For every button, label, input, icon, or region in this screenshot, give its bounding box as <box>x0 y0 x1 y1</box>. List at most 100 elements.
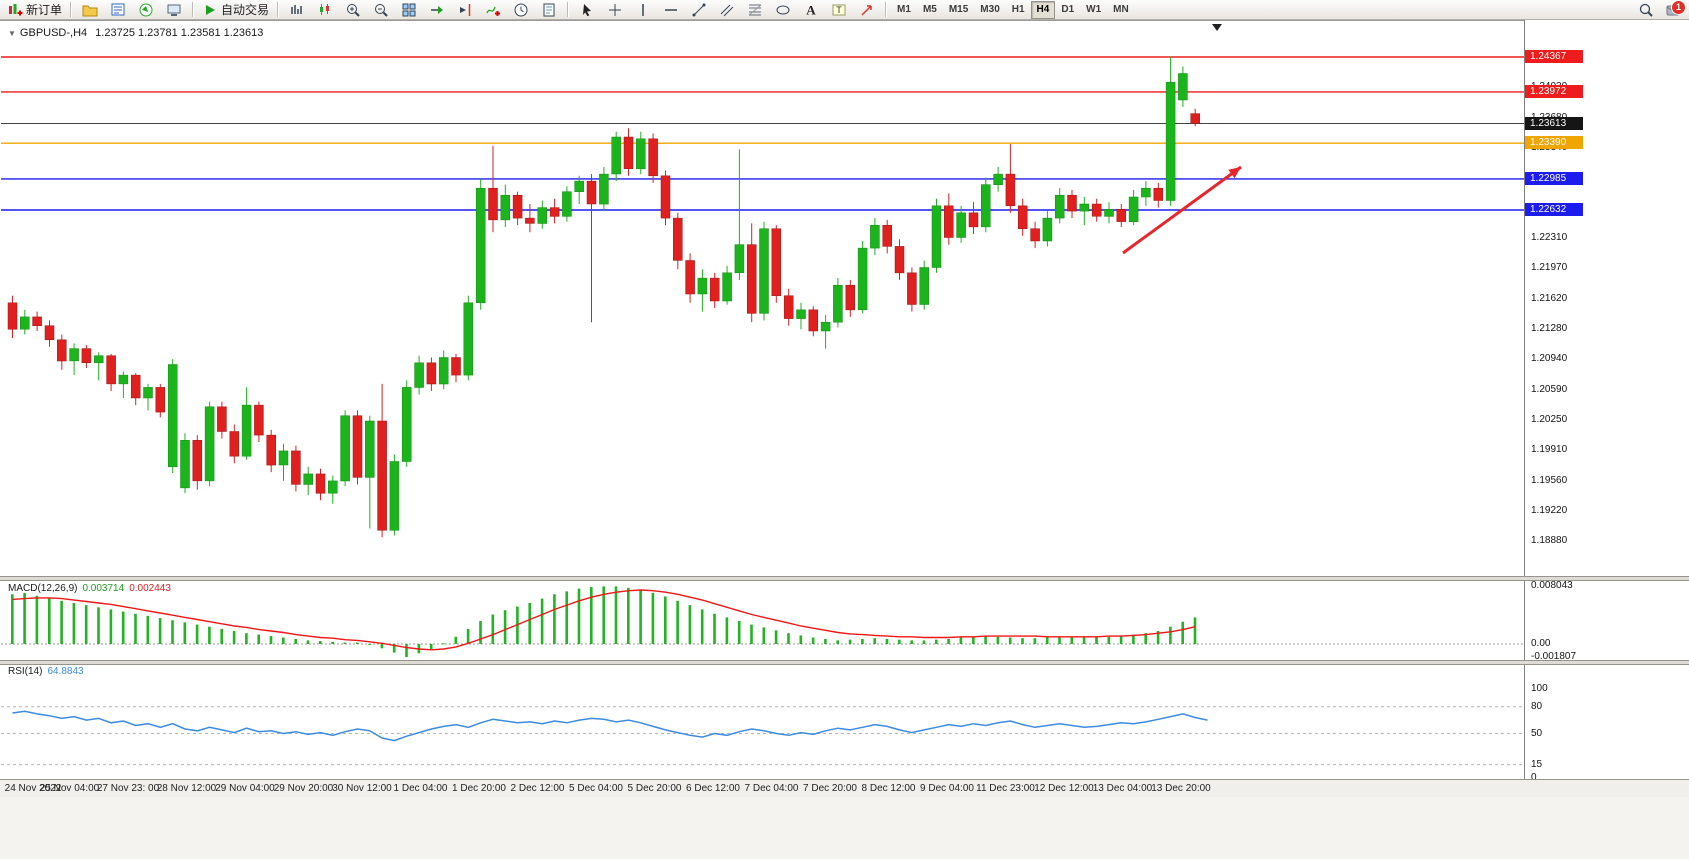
shapes-button[interactable] <box>769 0 797 20</box>
time-axis[interactable]: 24 Nov 2022 25 Nov 04:00 27 Nov 23: 00 28 N… <box>0 779 1689 797</box>
auto-scroll-button[interactable] <box>423 0 451 20</box>
terminal-button[interactable] <box>160 0 188 20</box>
candle-body <box>611 136 621 175</box>
autotrading-icon <box>206 4 216 15</box>
macd-histogram-bar <box>331 641 334 644</box>
horizontal-line-button[interactable] <box>657 0 685 20</box>
candle-body <box>685 260 695 295</box>
search-icon <box>1639 3 1653 17</box>
macd-histogram-bar <box>553 594 556 644</box>
autotrading-button[interactable]: 自动交易 <box>198 0 273 20</box>
timeframe-MN[interactable]: MN <box>1113 3 1129 15</box>
macd-histogram-bar <box>109 609 113 644</box>
candle-body <box>426 362 437 385</box>
add-indicator-button[interactable] <box>479 0 507 20</box>
navigator-button[interactable] <box>132 0 160 20</box>
new-order-button[interactable]: 新订单 <box>3 0 66 20</box>
price-scale[interactable]: 1.240301.236801.233401.229901.226501.223… <box>1524 20 1689 797</box>
candle-body <box>1079 203 1090 212</box>
text-label-button[interactable]: T <box>825 0 853 20</box>
macd-histogram-bar <box>454 636 458 644</box>
periods-button[interactable] <box>507 0 535 20</box>
timeframe-M1[interactable]: M1 <box>897 3 911 15</box>
macd-histogram-bar <box>134 613 137 644</box>
price-tick: 1.21620 <box>1531 293 1568 305</box>
trend-arrow[interactable] <box>1122 165 1242 255</box>
zoom-out-icon <box>375 3 388 17</box>
timeframe-H1[interactable]: H1 <box>1011 3 1025 15</box>
zoom-in-button[interactable] <box>339 0 367 20</box>
candle-body <box>882 224 892 247</box>
timeframe-W1[interactable]: W1 <box>1086 3 1102 15</box>
time-label: 6 Dec 12:00 <box>686 783 740 794</box>
timeframe-D1[interactable]: D1 <box>1061 3 1075 15</box>
toolbar: 新订单 自动交易 A T M1 M5 M15 M30 H1 H4 D1 W1 MN 1 <box>0 0 1689 20</box>
bar-chart-button[interactable] <box>283 0 311 20</box>
macd-histogram-bar <box>922 640 926 644</box>
macd-histogram-bar <box>245 633 248 644</box>
pane-divider[interactable] <box>0 660 1689 665</box>
pane-divider[interactable] <box>0 576 1689 581</box>
fibonacci-button[interactable] <box>741 0 769 20</box>
tile-windows-button[interactable] <box>395 0 423 20</box>
candle-body <box>451 357 461 376</box>
cursor-button[interactable] <box>573 0 601 20</box>
timeframe-H4[interactable]: H4 <box>1030 0 1056 19</box>
macd-histogram-bar <box>1058 636 1061 644</box>
templates-button[interactable] <box>535 0 563 20</box>
chart-shift-button[interactable] <box>451 0 479 20</box>
candlestick-chart-button[interactable] <box>311 0 339 20</box>
candle-body <box>303 473 313 485</box>
macd-histogram-bar <box>195 624 199 644</box>
toolbar-separator <box>192 2 195 17</box>
time-label: 1 Dec 04:00 <box>393 783 448 794</box>
macd-histogram-bar <box>35 595 39 644</box>
timeframe-M15[interactable]: M15 <box>948 3 969 15</box>
profiles-button[interactable] <box>76 0 104 20</box>
macd-histogram-bar <box>1070 636 1074 644</box>
macd-histogram-bar <box>602 586 605 644</box>
toolbar-separator <box>277 2 280 17</box>
macd-histogram-bar <box>590 587 593 644</box>
candle-body <box>537 207 548 224</box>
macd-histogram-bar <box>491 614 495 644</box>
candle-body <box>1054 194 1065 219</box>
candle-body <box>512 194 523 219</box>
periods-icon <box>514 3 528 16</box>
macd-histogram-bar <box>935 639 938 644</box>
zoom-out-button[interactable] <box>367 0 395 20</box>
candle-body <box>1030 228 1040 242</box>
macd-main-value: 0.003714 <box>82 583 125 594</box>
notifications-button[interactable]: 1 <box>1664 0 1686 19</box>
market-watch-button[interactable] <box>104 0 132 20</box>
chart-shift-marker[interactable] <box>1212 24 1222 31</box>
text-button[interactable]: A <box>797 0 825 20</box>
vertical-line-icon <box>642 3 644 16</box>
chart-dropdown-icon[interactable]: ▼ <box>8 29 16 38</box>
price-tick: 1.19560 <box>1531 474 1568 486</box>
time-label: 13 Dec 20:00 <box>1151 783 1211 794</box>
terminal-icon <box>167 4 181 16</box>
arrows-button[interactable] <box>853 0 881 20</box>
macd-histogram-bar <box>540 598 544 644</box>
trendline-button[interactable] <box>685 0 713 20</box>
candle-body <box>20 316 30 330</box>
chart-bg <box>0 20 1689 797</box>
crosshair-button[interactable] <box>601 0 629 20</box>
candle-body <box>328 480 338 494</box>
candle-body <box>352 415 363 478</box>
candle-body <box>993 173 1003 185</box>
vertical-line-button[interactable] <box>629 0 657 20</box>
svg-text:T: T <box>836 5 842 15</box>
rsi-name: RSI(14) <box>8 666 43 677</box>
search-button[interactable] <box>1632 0 1660 20</box>
macd-histogram-bar <box>848 639 852 644</box>
timeframe-M5[interactable]: M5 <box>922 3 937 15</box>
macd-histogram-bar <box>861 639 864 644</box>
timeframe-M30[interactable]: M30 <box>980 3 1000 15</box>
candle-body <box>549 207 560 217</box>
candle-body <box>833 284 843 323</box>
equidistant-channel-button[interactable] <box>713 0 741 20</box>
macd-histogram-bar <box>1082 637 1086 644</box>
